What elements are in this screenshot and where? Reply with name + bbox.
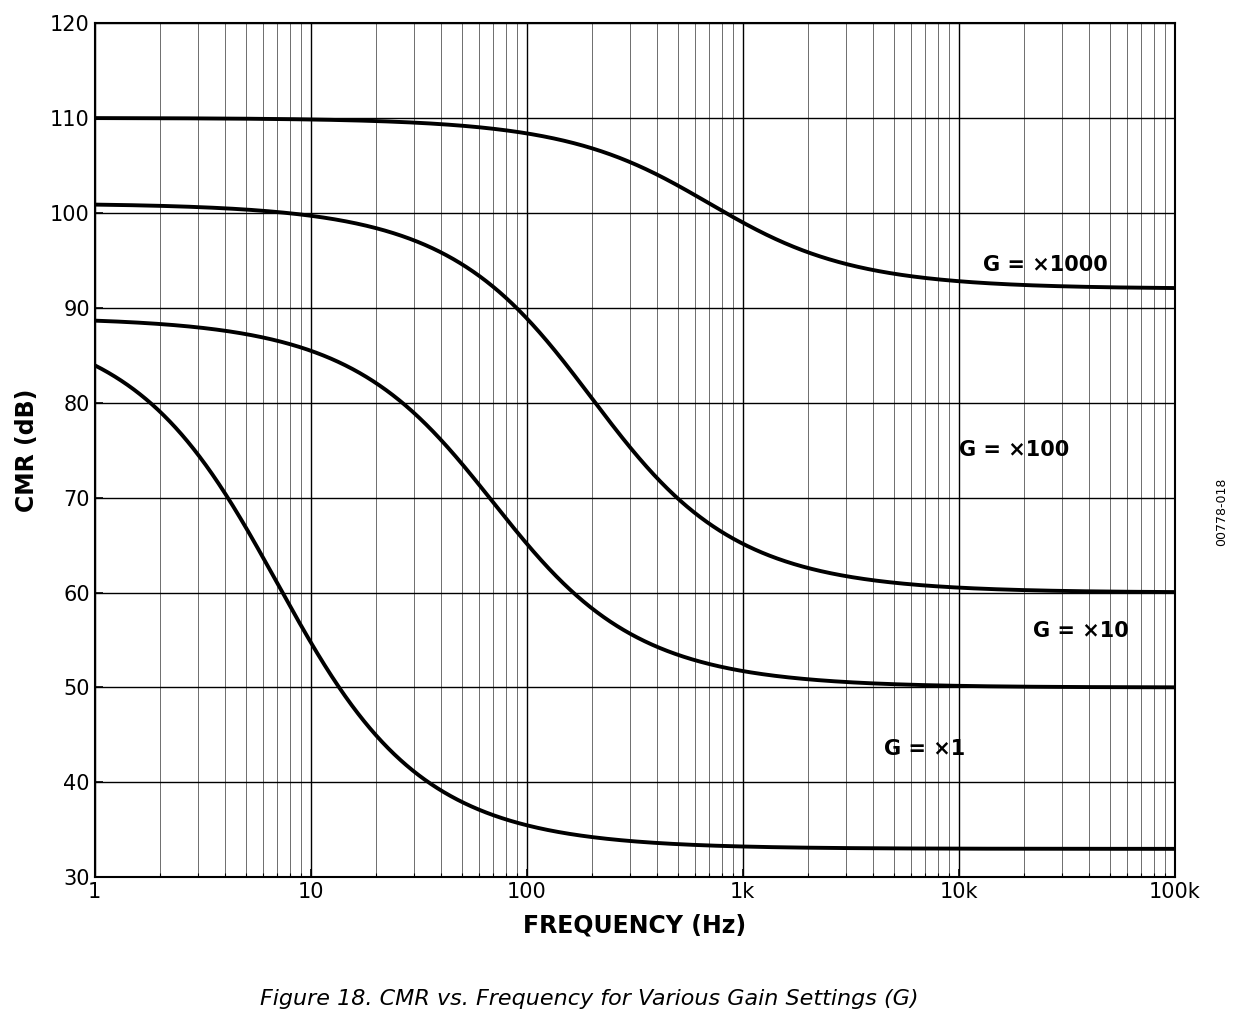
Text: G = ×1: G = ×1 [883,739,965,759]
Text: 00778-018: 00778-018 [1215,478,1228,546]
Text: G = ×100: G = ×100 [959,440,1069,460]
Text: G = ×1000: G = ×1000 [984,255,1108,275]
Y-axis label: CMR (dB): CMR (dB) [15,388,39,512]
Text: Figure 18. CMR vs. Frequency for Various Gain Settings (G): Figure 18. CMR vs. Frequency for Various… [259,988,918,1009]
Text: G = ×10: G = ×10 [1032,621,1128,641]
X-axis label: FREQUENCY (Hz): FREQUENCY (Hz) [523,913,747,937]
